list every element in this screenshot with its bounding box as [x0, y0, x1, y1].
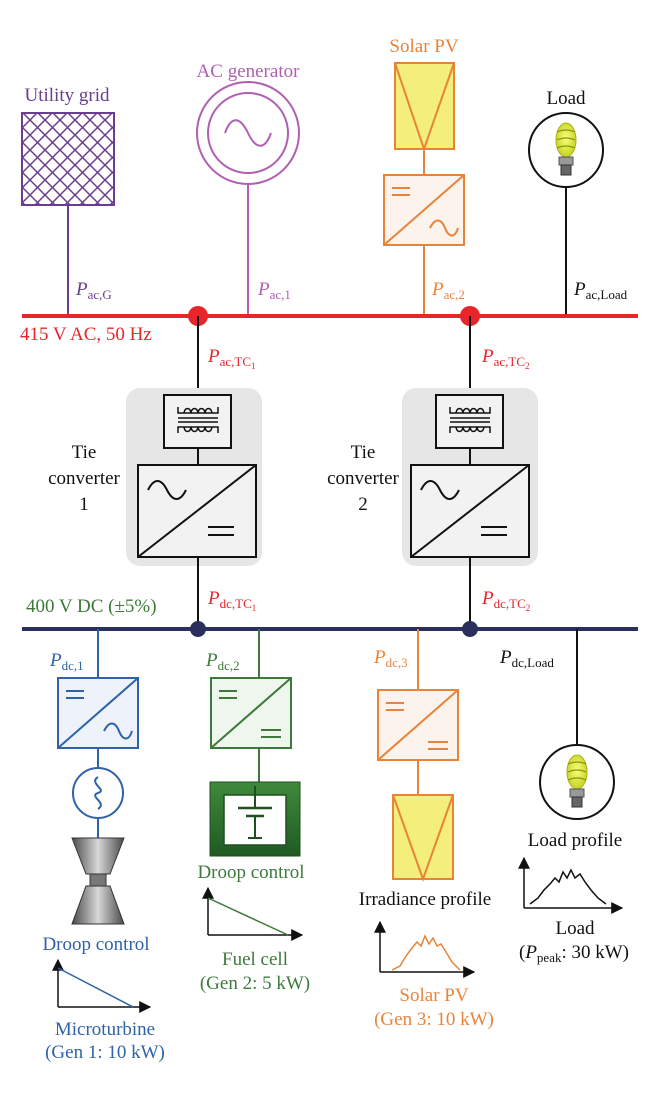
- utility-grid: Utility grid Pac,G: [21, 85, 115, 315]
- light-bulb-icon: [539, 744, 615, 820]
- p-dc-load-label: Pdc,Load: [499, 647, 554, 670]
- droop-control-mt-label: Droop control: [42, 934, 149, 955]
- dc-bus-node-1: [190, 621, 206, 637]
- fuel-cell-rating: (Gen 2: 5 kW): [200, 973, 310, 994]
- load-ac: Load Pac,Load: [528, 88, 628, 315]
- irradiance-profile-chart: [374, 920, 476, 978]
- p-ac-g-label: Pac,G: [75, 279, 112, 302]
- solar-pv-ac: Solar PV Pac,2: [383, 36, 465, 315]
- ac-source-icon: [196, 81, 300, 185]
- dc-ac-converter-icon: [410, 464, 530, 558]
- microturbine: Pdc,1 Droop control Microturbine (Gen 1:…: [42, 629, 165, 1063]
- load-profile-chart: [518, 856, 624, 914]
- tie-converter-1: Pac,TC1 Tie converter 1 Pdc,TC1: [48, 316, 262, 628]
- turbine-icon: [71, 837, 125, 925]
- grid-lattice-icon: [21, 112, 115, 206]
- solar-panel-icon: [392, 794, 454, 882]
- dc-dc-converter-icon: [377, 689, 459, 761]
- tie-converter-1-label: 1: [79, 494, 89, 515]
- p-ac-2-label: Pac,2: [431, 279, 465, 302]
- solar-pv-top-label: Solar PV: [389, 36, 458, 57]
- tie-converter-1-label: Tie: [72, 442, 97, 463]
- load-profile-label: Load profile: [528, 830, 622, 851]
- droop-control-fc-label: Droop control: [197, 862, 304, 883]
- p-ac-tc2-label: Pac,TC2: [481, 346, 530, 371]
- transformer-icon: [163, 394, 232, 449]
- fuel-cell-label: Fuel cell: [222, 949, 288, 970]
- dc-bus-label: 400 V DC (±5%): [26, 596, 157, 617]
- droop-curve-fc: [202, 886, 304, 941]
- p-dc-1-label: Pdc,1: [49, 650, 84, 673]
- tie-converter-2-label: Tie: [351, 442, 376, 463]
- load-dc: Pdc,Load Load profile Load (Ppeak: 30 kW…: [499, 629, 629, 965]
- utility-grid-label: Utility grid: [25, 85, 110, 106]
- solar-panel-icon: [394, 62, 455, 153]
- dc-bus-node-2: [462, 621, 478, 637]
- p-dc-tc1-label: Pdc,TC1: [207, 588, 256, 613]
- ac-bus-label: 415 V AC, 50 Hz: [20, 324, 152, 345]
- tie-converter-2-label: 2: [358, 494, 368, 515]
- tie-converter-2-label: converter: [327, 468, 399, 489]
- dc-ac-converter-icon: [57, 677, 139, 749]
- transformer-icon: [435, 394, 504, 449]
- p-dc-3-label: Pdc,3: [373, 647, 408, 670]
- solar-pv-bottom-label: Solar PV: [399, 985, 468, 1006]
- irradiance-profile-label: Irradiance profile: [359, 889, 491, 910]
- load-peak-label: (Ppeak: 30 kW): [519, 942, 629, 965]
- solar-pv-rating: (Gen 3: 10 kW): [374, 1009, 494, 1030]
- ac-generator-label: AC generator: [197, 61, 301, 82]
- p-ac-tc1-label: Pac,TC1: [207, 346, 256, 371]
- p-dc-2-label: Pdc,2: [205, 650, 240, 673]
- ac-generator: AC generator Pac,1: [196, 61, 301, 315]
- p-ac-1-label: Pac,1: [257, 279, 291, 302]
- fuel-cell: Pdc,2 Droop control Fuel cell (Gen 2: 5 …: [197, 629, 310, 994]
- ac-source-icon: [72, 767, 124, 819]
- p-ac-load-label: Pac,Load: [573, 279, 628, 302]
- p-dc-tc2-label: Pdc,TC2: [481, 588, 530, 613]
- tie-converter-1-label: converter: [48, 468, 120, 489]
- dc-ac-converter-icon: [137, 464, 257, 558]
- microturbine-label: Microturbine: [55, 1019, 155, 1040]
- tie-converter-2: Pac,TC2 Tie converter 2 Pdc,TC2: [327, 316, 538, 628]
- dc-ac-converter-icon: [383, 174, 465, 246]
- load-bottom-label: Load: [555, 918, 595, 939]
- ac-bus: 415 V AC, 50 Hz: [20, 306, 638, 345]
- dc-bus: 400 V DC (±5%): [22, 596, 638, 637]
- load-top-label: Load: [546, 88, 586, 109]
- solar-pv-dc: Pdc,3 Irradiance profile Solar PV (Gen 3…: [359, 629, 494, 1030]
- droop-curve-mt: [52, 958, 152, 1013]
- fuel-cell-icon: [209, 781, 301, 857]
- microturbine-rating: (Gen 1: 10 kW): [45, 1042, 165, 1063]
- light-bulb-icon: [528, 112, 604, 188]
- dc-dc-converter-icon: [210, 677, 292, 749]
